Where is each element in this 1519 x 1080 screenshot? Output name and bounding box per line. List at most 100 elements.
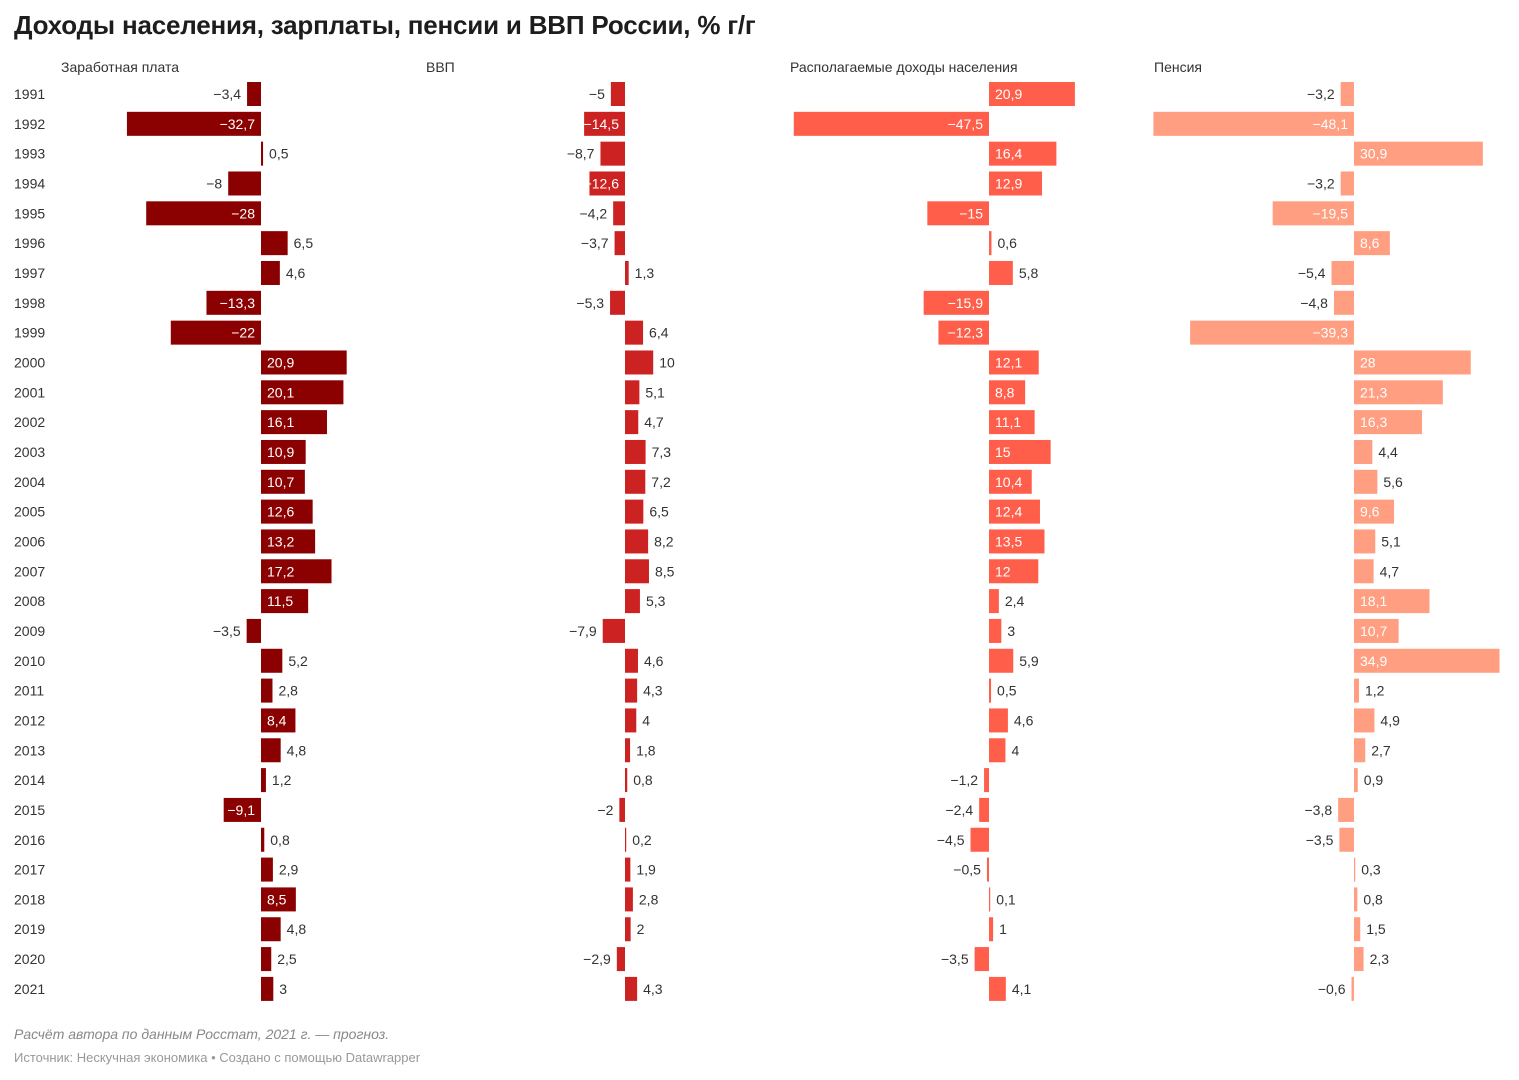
bar [223,797,261,822]
bar [1354,678,1360,703]
bar [989,469,1032,494]
data-label: 13,2 [267,533,294,549]
data-label: 7,2 [651,474,671,490]
bar [261,499,313,524]
bar [616,947,625,972]
year-label: 2005 [14,504,45,520]
bar [1354,768,1358,793]
bar [1351,976,1354,1001]
data-label: 4,6 [644,653,664,669]
bar [989,260,1013,285]
data-label: 1,2 [1365,683,1385,699]
data-label: 10,7 [267,474,294,490]
series-header: Располагаемые доходы населения [790,59,1018,75]
data-label: 8,6 [1360,235,1380,251]
bar [1354,231,1390,256]
data-label: −4,5 [937,832,965,848]
data-label: 6,5 [294,235,314,251]
data-label: −1,2 [950,772,978,788]
data-label: 2,5 [277,951,297,967]
bar [261,947,272,972]
year-label: 1997 [14,265,45,281]
data-label: 5,6 [1383,474,1403,490]
bar [625,320,644,345]
year-label: 1993 [14,146,45,162]
bar [619,797,625,822]
bar [625,559,649,584]
bar [625,976,638,1001]
year-label: 2001 [14,384,45,400]
bar [989,82,1075,106]
bar [927,201,989,226]
bar [1354,887,1358,912]
data-label: 3 [1007,623,1015,639]
data-label: 4,8 [287,921,307,937]
bar [261,976,274,1001]
data-label: 18,1 [1360,593,1387,609]
data-label: −19,5 [1313,205,1349,221]
data-label: 15 [995,444,1011,460]
data-label: 28 [1360,354,1376,370]
year-label: 2020 [14,951,45,967]
data-label: 10 [659,354,675,370]
data-label: 16,4 [995,146,1022,162]
data-label: 8,2 [654,533,674,549]
bar [261,738,281,763]
data-label: 4,7 [1380,563,1400,579]
data-label: 4,4 [1378,444,1398,460]
data-label: −5,4 [1298,265,1326,281]
data-label: −3,5 [1306,832,1334,848]
year-label: 2003 [14,444,45,460]
bar [625,648,638,673]
data-label: 4,1 [1012,981,1032,997]
data-label: 3 [279,981,287,997]
bar [1354,559,1374,584]
bar [261,350,347,375]
bar [613,201,625,226]
data-label: 11,1 [995,414,1021,430]
bar [625,678,638,703]
series-header: ВВП [426,59,455,75]
data-label: 2,3 [1370,951,1390,967]
bar [146,201,261,226]
bar [1354,947,1364,972]
data-label: 4 [642,712,650,728]
bar [938,320,989,345]
data-label: −3,2 [1307,86,1335,102]
bar [1354,469,1378,494]
data-label: 2,7 [1371,742,1391,758]
year-label: 1992 [14,116,45,132]
bar [989,559,1039,584]
bar [584,111,625,136]
data-label: −3,5 [941,951,969,967]
bar [261,410,328,435]
bar [1340,82,1354,106]
data-label: 0,5 [997,683,1017,699]
bar [610,82,625,106]
data-label: 1,9 [636,862,656,878]
data-label: 1,2 [272,772,292,788]
data-label: 12 [995,563,1011,579]
data-label: 0,1 [996,891,1016,907]
bar [1354,708,1375,733]
data-label: −2 [597,802,613,818]
data-label: 16,3 [1360,414,1387,430]
bar [989,439,1051,464]
data-label: 1,5 [1366,921,1386,937]
bar [1190,320,1354,345]
data-label: −7,9 [569,623,597,639]
bar [625,738,631,763]
data-label: 1,8 [636,742,656,758]
bar [989,350,1039,375]
bar [625,529,649,554]
data-label: −8,7 [567,146,595,162]
bar [1340,171,1354,196]
data-label: −4,8 [1300,295,1328,311]
bar [625,857,631,882]
data-label: 13,5 [995,533,1022,549]
data-label: 12,9 [995,175,1022,191]
bar [625,260,629,285]
bar [600,141,625,166]
bar [610,290,625,315]
